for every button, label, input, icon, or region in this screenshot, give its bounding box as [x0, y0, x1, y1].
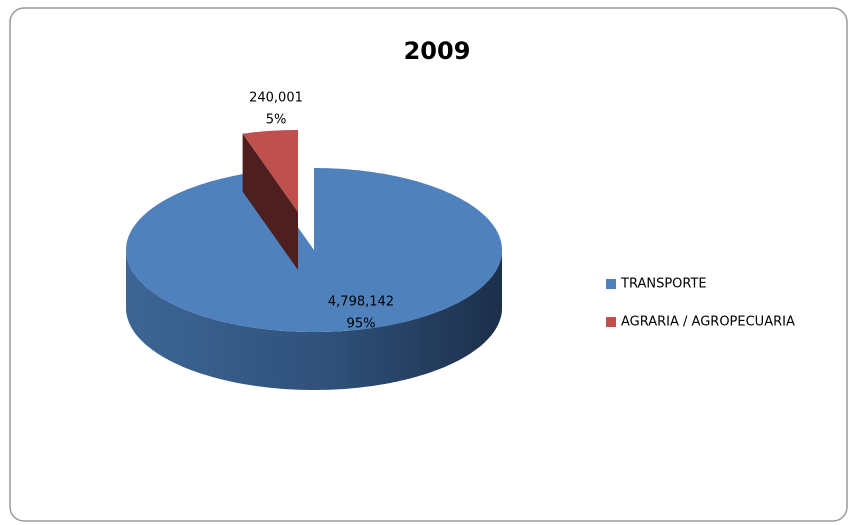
- slice-side: [126, 250, 502, 390]
- legend-swatch: [606, 317, 616, 327]
- value-label: 240,001: [249, 91, 303, 106]
- value-label: 4,798,142: [328, 295, 394, 310]
- legend-label: TRANSPORTE: [620, 277, 707, 292]
- pie-slice: [242, 130, 298, 212]
- pie-slice: [126, 168, 502, 332]
- slice-side: [242, 133, 298, 270]
- percent-label: 5%: [266, 113, 287, 128]
- chart-title: 2009: [404, 37, 471, 65]
- percent-label: 95%: [347, 317, 376, 332]
- legend-label: AGRARIA / AGROPECUARIA: [621, 315, 795, 330]
- legend-swatch: [606, 279, 616, 289]
